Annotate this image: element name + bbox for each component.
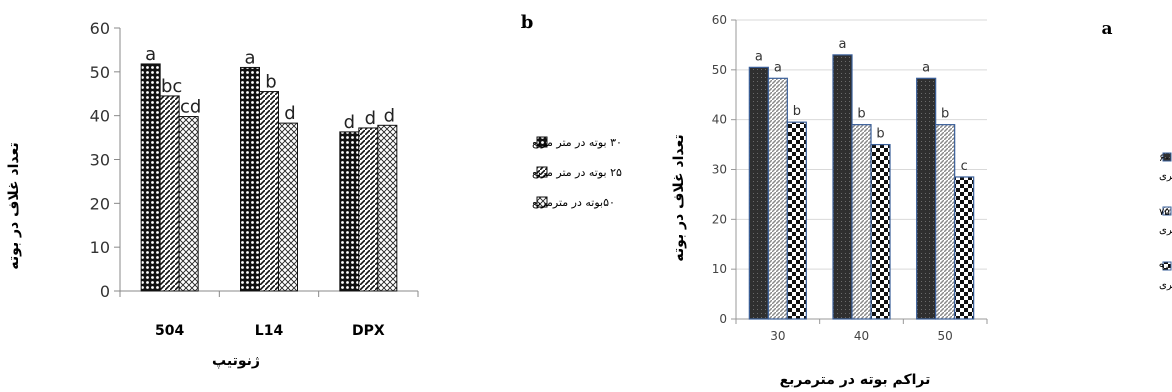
bar [159, 95, 180, 292]
data-label: b [876, 127, 884, 142]
x-tick-label: 504 [155, 323, 184, 339]
bar [870, 143, 891, 320]
bar [240, 66, 260, 292]
chart-density-pods: a تعداد غلاف در بوته تراکم بوته در مترمر… [671, 13, 1172, 388]
x-tick-label: 50 [938, 329, 953, 343]
bar [358, 127, 379, 292]
legend-swatch [536, 166, 548, 178]
data-label: d [365, 108, 376, 129]
y-tick-label: 10 [90, 238, 110, 257]
y-tick-label: 60 [90, 19, 110, 38]
data-label: a [145, 44, 156, 65]
y-tick-label: 30 [712, 163, 727, 177]
data-label: a [755, 49, 763, 64]
y-tick-label: 50 [712, 63, 727, 77]
bar [954, 176, 975, 320]
bar [178, 116, 199, 292]
legend: ۳۰ بوته در متر مربع ۲۵ بوته در متر مربع ۵۰… [532, 136, 622, 209]
bar [259, 91, 279, 292]
y-axis-title: تعداد غلاف در بوته [671, 134, 687, 261]
legend-swatch [536, 136, 548, 148]
bar [935, 124, 956, 320]
y-tick-label: 40 [712, 113, 727, 127]
x-tick-label: DPX [352, 323, 385, 339]
legend-label: یک ردیف روی پشته ۶۰سانتیمتری [1159, 153, 1172, 182]
legend: یک ردیف روی پشته ۶۰سانتیمتری دو ردیف روی … [1159, 152, 1172, 291]
chart-genotype-pods: b تعداد غلاف در بوته ژنوتیپ 0 10 20 30 40 50 6… [6, 12, 622, 369]
y-tick-label: 20 [90, 194, 110, 213]
y-tick-label: 10 [712, 262, 727, 276]
legend-label: دو ردیف روی پشته ۷۵سانتیمتری [1159, 207, 1172, 236]
bar [377, 124, 398, 292]
data-label: cd [180, 97, 201, 118]
y-tick-label: 30 [90, 151, 110, 170]
data-label: c [961, 159, 968, 174]
panel-letter-b: b [521, 12, 534, 33]
bar [851, 124, 872, 320]
data-label: b [265, 72, 276, 93]
data-label: d [384, 105, 395, 126]
y-axis-title: تعداد غلاف در بوته [6, 142, 22, 269]
y-tick-label: 50 [90, 63, 110, 82]
legend-label: ۵۰بوته در مترمربع [532, 196, 615, 209]
bar [278, 122, 298, 292]
data-label: a [922, 60, 930, 75]
data-label: a [774, 60, 782, 75]
axes: 0 10 20 30 40 50 60 504 L14 DPX [90, 19, 419, 339]
bar [748, 66, 769, 320]
x-tick-label: 40 [854, 329, 869, 343]
x-tick-label: L14 [255, 323, 284, 339]
legend-label: ۲۵ بوته در متر مربع [532, 166, 622, 179]
bar [786, 121, 807, 320]
bar [767, 77, 788, 320]
legend-label: دو ردیف روی پشته ۹۰سانتیمتری [1159, 262, 1172, 291]
legend-swatch [1162, 206, 1172, 216]
data-label: b [857, 107, 865, 122]
legend-label: ۳۰ بوته در متر مربع [532, 136, 622, 149]
data-label: d [284, 103, 295, 124]
bar [140, 63, 161, 292]
y-tick-label: 0 [100, 282, 110, 301]
legend-swatch [536, 196, 548, 208]
data-label: a [839, 37, 847, 52]
legend-swatch [1162, 152, 1172, 162]
y-tick-label: 40 [90, 107, 110, 126]
bar [916, 77, 937, 320]
x-axis-title: تراکم بوته در مترمربع [780, 372, 931, 388]
y-tick-label: 0 [719, 312, 727, 326]
bar [339, 131, 360, 292]
bar [832, 54, 853, 320]
data-label: bc [161, 76, 182, 97]
data-label: b [941, 107, 949, 122]
y-tick-label: 60 [712, 13, 727, 27]
x-axis-title: ژنوتیپ [212, 353, 260, 369]
data-label: d [344, 112, 355, 133]
x-tick-label: 30 [770, 329, 785, 343]
panel-letter-a: a [1101, 19, 1112, 39]
legend-swatch [1162, 261, 1172, 271]
data-label: b [793, 104, 801, 119]
y-tick-label: 20 [712, 212, 727, 226]
data-label: a [244, 47, 255, 68]
